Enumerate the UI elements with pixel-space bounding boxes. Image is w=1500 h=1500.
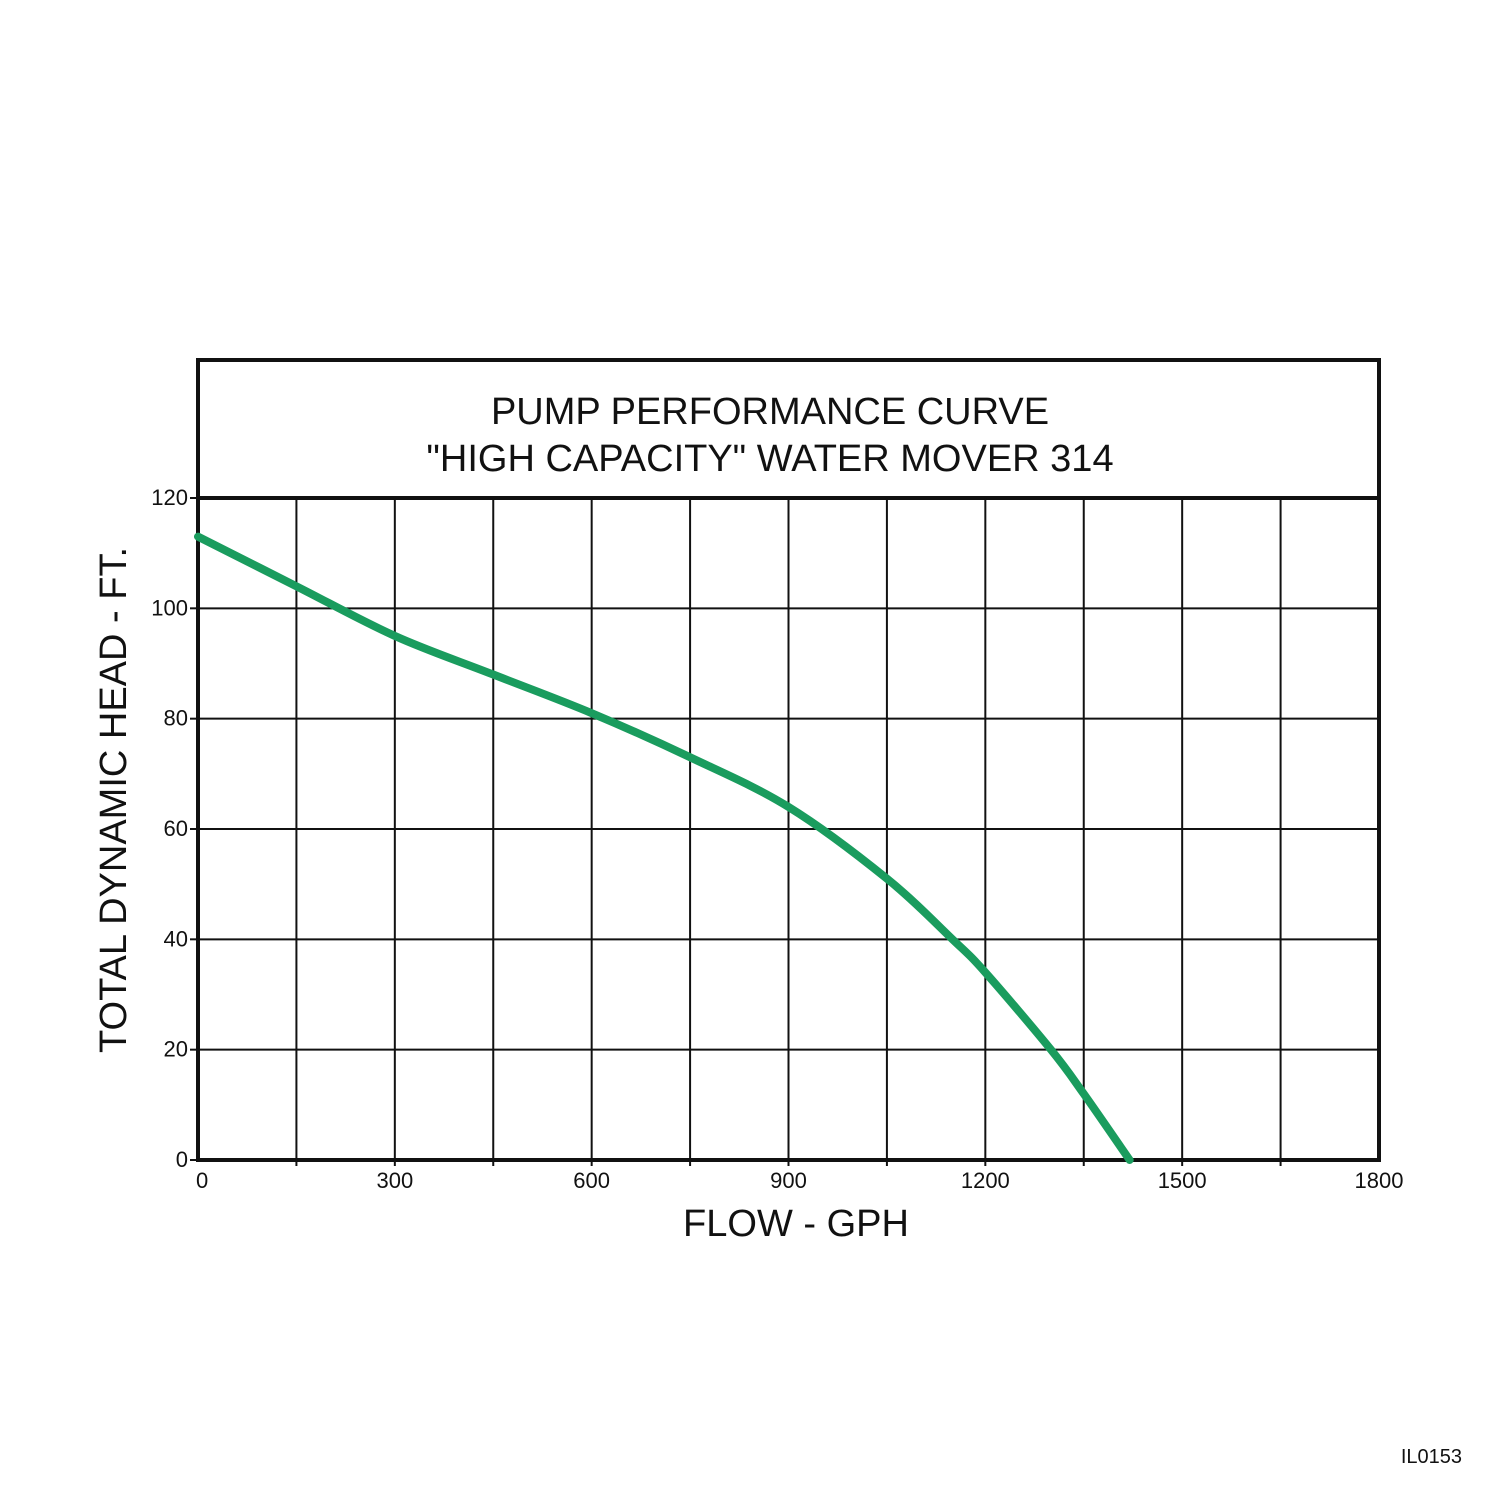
x-tick-label: 300	[376, 1168, 413, 1193]
x-axis-title: FLOW - GPH	[683, 1203, 909, 1245]
y-tick-label: 100	[151, 595, 188, 620]
figure-code: IL0153	[1401, 1446, 1462, 1468]
x-tick-label: 1800	[1355, 1168, 1404, 1193]
x-tick-label: 600	[573, 1168, 610, 1193]
y-tick-label: 20	[164, 1037, 188, 1062]
chart-title: PUMP PERFORMANCE CURVE	[491, 391, 1049, 433]
x-tick-label: 0	[196, 1168, 208, 1193]
x-tick-label: 1500	[1158, 1168, 1207, 1193]
series-line-performance-curve	[194, 532, 1134, 1164]
y-tick-label: 0	[176, 1147, 188, 1172]
grid	[190, 497, 1379, 1166]
chart-subtitle: "HIGH CAPACITY" WATER MOVER 314	[426, 438, 1113, 480]
x-tick-label: 1200	[961, 1168, 1010, 1193]
y-tick-label: 80	[164, 706, 188, 731]
y-axis-title: TOTAL DYNAMIC HEAD - FT.	[93, 547, 135, 1053]
y-tick-label: 60	[164, 816, 188, 841]
series-layer	[194, 532, 1134, 1164]
y-tick-label: 120	[151, 485, 188, 510]
y-tick-label: 40	[164, 926, 188, 951]
x-tick-label: 900	[770, 1168, 807, 1193]
